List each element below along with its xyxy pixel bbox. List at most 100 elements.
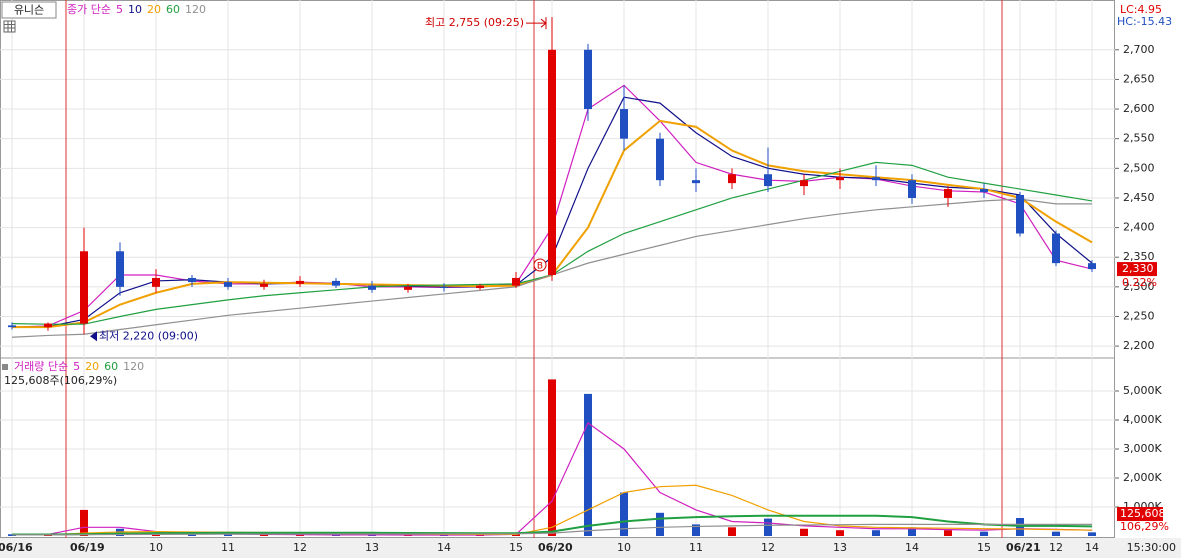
table-icon[interactable] bbox=[3, 20, 16, 33]
ma-line bbox=[12, 484, 1093, 536]
signal-marker bbox=[533, 258, 547, 272]
y-tick-label: 2,350 bbox=[1123, 250, 1155, 263]
high-arrow bbox=[526, 17, 547, 30]
grid: 2,200 2,250 2,300 2,350 2,400 2,450 2,500 2,550… bbox=[0, 0, 1162, 538]
legend-item: 60 bbox=[166, 3, 180, 16]
y-tick-label: 2,650 bbox=[1123, 72, 1155, 85]
candle-body bbox=[980, 189, 988, 193]
low-note: 최저 2,220 (09:00) bbox=[99, 329, 198, 342]
candle-body bbox=[908, 180, 916, 198]
legend-item: 120 bbox=[185, 3, 206, 16]
x-tick-label: 06/16 bbox=[0, 541, 33, 554]
x-axis-bar bbox=[0, 538, 1181, 558]
candle-body bbox=[440, 286, 448, 289]
lc-label: LC:4.95 bbox=[1120, 3, 1162, 16]
y-tick-label: 2,450 bbox=[1123, 191, 1155, 204]
y-tick-label: 2,200 bbox=[1123, 339, 1155, 352]
candle-body bbox=[548, 49, 556, 275]
y-tick-label: 2,000K bbox=[1123, 471, 1162, 484]
legend-item: 20 bbox=[85, 360, 99, 373]
volume-icon bbox=[2, 364, 8, 370]
y-tick-label: 5,000K bbox=[1123, 384, 1162, 397]
candle-body bbox=[8, 325, 16, 328]
table-icon-lines bbox=[4, 21, 15, 32]
x-tick-label: 12 bbox=[293, 541, 307, 554]
ma-line bbox=[12, 523, 1092, 536]
volume-bar bbox=[188, 534, 196, 536]
y-tick-label: 2,550 bbox=[1123, 132, 1155, 145]
candle-body bbox=[800, 180, 808, 187]
candle-body bbox=[584, 49, 592, 110]
volume-info: 125,608주(106,29%) bbox=[4, 374, 117, 387]
y-tick-label: 2,500 bbox=[1123, 161, 1155, 174]
volume-bar bbox=[800, 528, 808, 536]
volume-bar bbox=[548, 379, 556, 536]
candle-body bbox=[260, 283, 268, 287]
y-tick-label: 3,000K bbox=[1123, 442, 1162, 455]
y-tick-label: 2,400 bbox=[1123, 221, 1155, 234]
candle-body bbox=[620, 109, 628, 139]
volume-bar bbox=[584, 393, 592, 536]
volume-bar bbox=[620, 492, 628, 536]
candle-body bbox=[1016, 194, 1024, 234]
x-tick-label: 10 bbox=[617, 541, 631, 554]
legend-item: 5 bbox=[116, 3, 123, 16]
candle-body bbox=[1052, 233, 1060, 264]
volume-bar bbox=[836, 530, 844, 536]
x-tick-label: 15 bbox=[977, 541, 991, 554]
volume-bar bbox=[296, 534, 304, 536]
legend-item: 20 bbox=[147, 3, 161, 16]
volume-ratio-label: 106,29% bbox=[1120, 520, 1169, 533]
candle-body bbox=[836, 177, 844, 181]
candle-body bbox=[152, 277, 160, 287]
candle-body bbox=[1088, 263, 1096, 270]
signal-label: B bbox=[537, 261, 543, 271]
candle-body bbox=[224, 282, 232, 287]
x-tick-label: 06/20 bbox=[538, 541, 573, 554]
x-tick-label: 14 bbox=[1085, 541, 1099, 554]
candle-body bbox=[188, 277, 196, 283]
candle-body bbox=[296, 280, 304, 284]
x-tick-label: 06/21 bbox=[1006, 541, 1041, 554]
x-tick-label: 11 bbox=[689, 541, 703, 554]
last-price-tag bbox=[1117, 262, 1157, 277]
stock-name-box[interactable] bbox=[1, 1, 57, 19]
candle-body bbox=[368, 285, 376, 290]
x-tick-label: 12 bbox=[761, 541, 775, 554]
x-tick-label: 15 bbox=[509, 541, 523, 554]
volume-bar bbox=[656, 512, 664, 536]
time-label: 15:30:00 bbox=[1127, 541, 1176, 554]
candle-body bbox=[872, 177, 880, 181]
legend-item: 종가 단순 bbox=[67, 3, 111, 16]
last-price-label: 2,330 bbox=[1122, 262, 1154, 275]
volume-bar bbox=[944, 530, 952, 536]
volume-bar bbox=[260, 534, 268, 536]
legend-item: 60 bbox=[104, 360, 118, 373]
candle-body bbox=[692, 180, 700, 184]
legend-item: 거래량 단순 bbox=[14, 360, 68, 373]
candle-body bbox=[332, 280, 340, 286]
y-tick-label: 2,700 bbox=[1123, 43, 1155, 56]
low-arrow bbox=[90, 331, 97, 342]
volume-bar bbox=[728, 527, 736, 536]
change-label: 0.22% bbox=[1122, 276, 1157, 289]
y-tick-label: 2,250 bbox=[1123, 309, 1155, 322]
high-note: 최고 2,755 (09:25) bbox=[425, 16, 524, 29]
volume-last-label: 125,608 bbox=[1120, 507, 1166, 520]
candle-body bbox=[728, 174, 736, 184]
candle-body bbox=[656, 138, 664, 181]
volume-bar bbox=[332, 535, 340, 536]
volume-bar bbox=[692, 524, 700, 536]
candle-body bbox=[476, 285, 484, 289]
stock-name[interactable]: 유니슨 bbox=[14, 4, 44, 17]
candle-body bbox=[80, 251, 88, 324]
volume-bar bbox=[764, 518, 772, 536]
legend-item: 120 bbox=[123, 360, 144, 373]
hc-label: HC:-15.43 bbox=[1117, 15, 1172, 28]
x-tick-label: 06/19 bbox=[70, 541, 105, 554]
marks bbox=[8, 17, 1096, 536]
volume-bar bbox=[872, 530, 880, 536]
ma-line bbox=[12, 514, 1093, 536]
